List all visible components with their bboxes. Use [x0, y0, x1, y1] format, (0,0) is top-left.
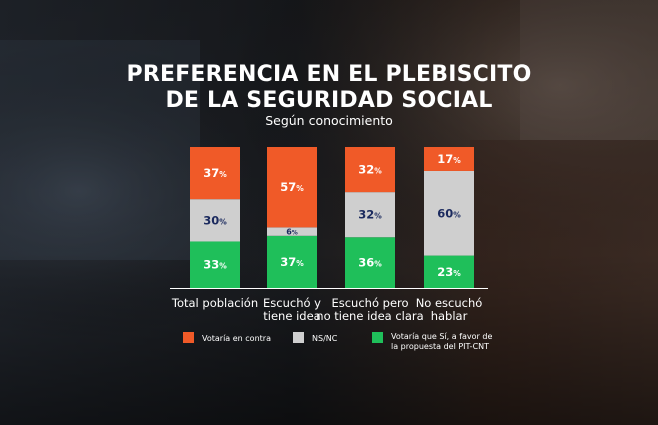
category-label-line: tiene idea	[263, 309, 321, 323]
bar-segment-contra-total-poblacion	[190, 147, 240, 200]
legend-swatch-nsnc	[293, 332, 304, 343]
category-label-line: Total población	[171, 296, 259, 310]
legend-item-nsnc: NS/NC	[293, 332, 337, 344]
bar-segment-contra-no-escucho-hablar	[424, 147, 474, 171]
data-label-contra-no-escucho-hablar: 17%	[437, 152, 461, 166]
category-label-line: No escuchó	[415, 296, 483, 310]
category-label-line: no tiene idea clara	[316, 309, 424, 323]
legend-label: Votaría que Sí, a favor de la propuesta d…	[391, 332, 492, 352]
legend-label-line: Votaría que Sí, a favor de	[391, 332, 493, 341]
category-label-line: Escuchó y	[263, 296, 321, 310]
chart-title-line-2: DE LA SEGURIDAD SOCIAL	[165, 88, 493, 113]
bar-segment-nsnc-total-poblacion	[190, 199, 240, 242]
data-label-nsnc-no-escucho-hablar: 60%	[437, 206, 461, 220]
legend-label: Votaría en contra	[202, 332, 271, 344]
data-label-contra-escucho-sin-idea-clara: 32%	[358, 163, 382, 177]
bar-segment-contra-escucho-y-tiene-idea	[267, 147, 317, 228]
category-label-no-escucho-hablar: No escuchó hablar	[389, 297, 509, 323]
legend-item-si: Votaría que Sí, a favor de la propuesta d…	[372, 332, 492, 352]
bar-segment-nsnc-escucho-sin-idea-clara	[345, 192, 395, 238]
bar-segment-nsnc-escucho-y-tiene-idea	[267, 227, 317, 236]
data-label-si-escucho-y-tiene-idea: 37%	[280, 255, 304, 269]
legend-swatch-contra	[183, 332, 194, 343]
bar-segment-contra-escucho-sin-idea-clara	[345, 147, 395, 193]
legend-label-line: Votaría en contra	[202, 334, 271, 343]
bar-segment-si-no-escucho-hablar	[424, 255, 474, 288]
data-label-contra-escucho-y-tiene-idea: 57%	[280, 180, 304, 194]
data-label-si-no-escucho-hablar: 23%	[437, 265, 461, 279]
legend-item-contra: Votaría en contra	[183, 332, 271, 344]
legend-label-line: la propuesta del PIT-CNT	[391, 342, 490, 351]
bar-segment-si-total-poblacion	[190, 241, 240, 288]
category-label-escucho-sin-idea-clara: Escuchó pero no tiene idea clara	[310, 297, 430, 323]
chart-subtitle: Según conocimiento	[265, 113, 393, 128]
category-label-line: Escuchó pero	[331, 296, 409, 310]
data-label-nsnc-total-poblacion: 30%	[203, 213, 227, 227]
data-label-si-total-poblacion: 33%	[203, 258, 227, 272]
category-label-line: hablar	[430, 309, 468, 323]
data-label-nsnc-escucho-sin-idea-clara: 32%	[358, 208, 382, 222]
category-label-escucho-y-tiene-idea: Escuchó y tiene idea	[232, 297, 352, 323]
chart-title-line-1: PREFERENCIA EN EL PLEBISCITO	[126, 62, 532, 87]
bar-segment-nsnc-no-escucho-hablar	[424, 170, 474, 256]
legend-swatch-si	[372, 332, 383, 343]
data-label-contra-total-poblacion: 37%	[203, 166, 227, 180]
legend-label-line: NS/NC	[312, 334, 338, 343]
bar-segment-si-escucho-y-tiene-idea	[267, 235, 317, 288]
category-label-total-poblacion: Total población	[155, 297, 275, 310]
data-label-nsnc-escucho-y-tiene-idea: 6%	[286, 228, 298, 237]
legend-label: NS/NC	[312, 332, 337, 344]
data-label-si-escucho-sin-idea-clara: 36%	[358, 256, 382, 270]
bar-segment-si-escucho-sin-idea-clara	[345, 237, 395, 288]
